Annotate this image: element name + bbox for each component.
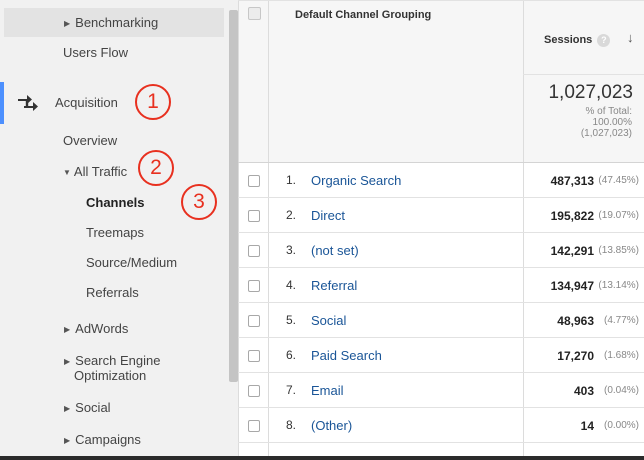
sessions-pct: (13.85%) (598, 245, 639, 256)
row-number: 4. (286, 278, 297, 292)
grid-line (523, 74, 644, 75)
row-number: 2. (286, 208, 297, 222)
grid-line (238, 407, 644, 408)
annotation-2: 2 (138, 150, 174, 186)
sidebar-item-social[interactable]: ▶ Social (64, 400, 111, 415)
sessions-pct: (13.14%) (598, 280, 639, 291)
sessions-pct: (0.00%) (603, 420, 639, 431)
select-all-checkbox[interactable] (248, 7, 261, 20)
row-checkbox[interactable] (248, 175, 260, 187)
sidebar-item-search-engine-optimization[interactable]: ▶ Search Engine (64, 353, 161, 368)
sidebar-item-seo-line2[interactable]: Optimization (74, 368, 147, 383)
grid-line (523, 0, 524, 456)
caret-right-icon: ▶ (64, 436, 71, 445)
sidebar-item-campaigns[interactable]: ▶ Campaigns (64, 432, 141, 447)
total-sessions-value: 1,027,023 (548, 82, 633, 103)
sessions-pct: (1.68%) (603, 350, 639, 361)
grid-line (238, 0, 644, 1)
sidebar-item-treemaps[interactable]: Treemaps (86, 225, 145, 240)
channel-link[interactable]: Organic Search (311, 173, 402, 188)
grid-line (238, 337, 644, 338)
sessions-value: 195,822 (550, 209, 594, 223)
sidebar-item-benchmarking-row[interactable] (4, 8, 224, 37)
sidebar-item-overview[interactable]: Overview (63, 133, 118, 148)
row-number: 1. (286, 173, 297, 187)
sidebar-item-all-traffic[interactable]: ▼ All Traffic (63, 164, 128, 179)
row-number: 8. (286, 418, 297, 432)
sessions-value: 134,947 (550, 279, 594, 293)
row-checkbox[interactable] (248, 420, 260, 432)
channel-link[interactable]: Email (311, 383, 344, 398)
sidebar-item-source-medium[interactable]: Source/Medium (86, 255, 178, 270)
row-checkbox[interactable] (248, 210, 260, 222)
sessions-value: 142,291 (550, 244, 594, 258)
sidebar-item-acquisition-label: Acquisition (55, 95, 118, 110)
channel-table: Default Channel Grouping Sessions? ↓ 1,0… (238, 0, 644, 456)
grid-line (238, 372, 644, 373)
grid-line (238, 267, 644, 268)
channel-link[interactable]: Social (311, 313, 347, 328)
grid-line (238, 197, 644, 198)
sessions-header[interactable]: Sessions? (544, 34, 611, 47)
sessions-pct: (19.07%) (598, 210, 639, 221)
sidebar-item-users-flow[interactable]: Users Flow (63, 45, 129, 60)
sessions-value: 487,313 (550, 174, 594, 188)
channel-link[interactable]: Direct (311, 208, 345, 223)
channel-link[interactable]: Paid Search (311, 348, 382, 363)
window-bottom-edge (0, 456, 644, 460)
channel-link[interactable]: Referral (311, 278, 358, 293)
row-checkbox[interactable] (248, 280, 260, 292)
sort-descending-icon[interactable]: ↓ (627, 30, 634, 45)
sessions-value: 17,270 (557, 349, 594, 363)
row-checkbox[interactable] (248, 385, 260, 397)
caret-right-icon: ▶ (64, 19, 71, 28)
table-header-bg (238, 0, 644, 162)
caret-right-icon: ▶ (64, 325, 71, 334)
row-checkbox[interactable] (248, 245, 260, 257)
grid-line (268, 0, 269, 456)
help-icon[interactable]: ? (597, 34, 611, 47)
grid-line (238, 442, 644, 443)
row-checkbox[interactable] (248, 350, 260, 362)
row-number: 7. (286, 383, 297, 397)
sidebar: ▶ Benchmarking Users Flow Acquisition Ove… (0, 0, 238, 456)
grid-line (238, 162, 644, 163)
total-sessions-pct: % of Total: 100.00% (1,027,023) (580, 106, 632, 139)
channel-link[interactable]: (not set) (311, 243, 359, 258)
dimension-header[interactable]: Default Channel Grouping (295, 9, 432, 21)
sessions-pct: (47.45%) (598, 175, 639, 186)
sessions-value: 403 (573, 384, 594, 398)
caret-right-icon: ▶ (64, 404, 71, 413)
sidebar-item-acquisition[interactable]: Acquisition (0, 82, 238, 124)
sidebar-item-referrals[interactable]: Referrals (86, 285, 139, 300)
sessions-pct: (0.04%) (603, 385, 639, 396)
sessions-pct: (4.77%) (603, 315, 639, 326)
row-number: 6. (286, 348, 297, 362)
sidebar-item-channels[interactable]: Channels (86, 195, 145, 210)
row-number: 3. (286, 243, 297, 257)
sidebar-item-benchmarking[interactable]: ▶ Benchmarking (64, 15, 159, 30)
sessions-value: 48,963 (557, 314, 594, 328)
sessions-value: 14 (580, 419, 594, 433)
sidebar-item-adwords[interactable]: ▶ AdWords (64, 321, 129, 336)
channel-link[interactable]: (Other) (311, 418, 353, 433)
grid-line (238, 232, 644, 233)
acquisition-arrows-icon (18, 95, 38, 111)
grid-line (238, 302, 644, 303)
caret-right-icon: ▶ (64, 357, 71, 366)
annotation-3: 3 (181, 184, 217, 220)
row-number: 5. (286, 313, 297, 327)
caret-down-icon: ▼ (63, 168, 71, 177)
active-indicator (0, 82, 4, 124)
grid-line (238, 0, 239, 456)
annotation-1: 1 (135, 84, 171, 120)
sidebar-scrollbar[interactable] (229, 10, 238, 382)
row-checkbox[interactable] (248, 315, 260, 327)
